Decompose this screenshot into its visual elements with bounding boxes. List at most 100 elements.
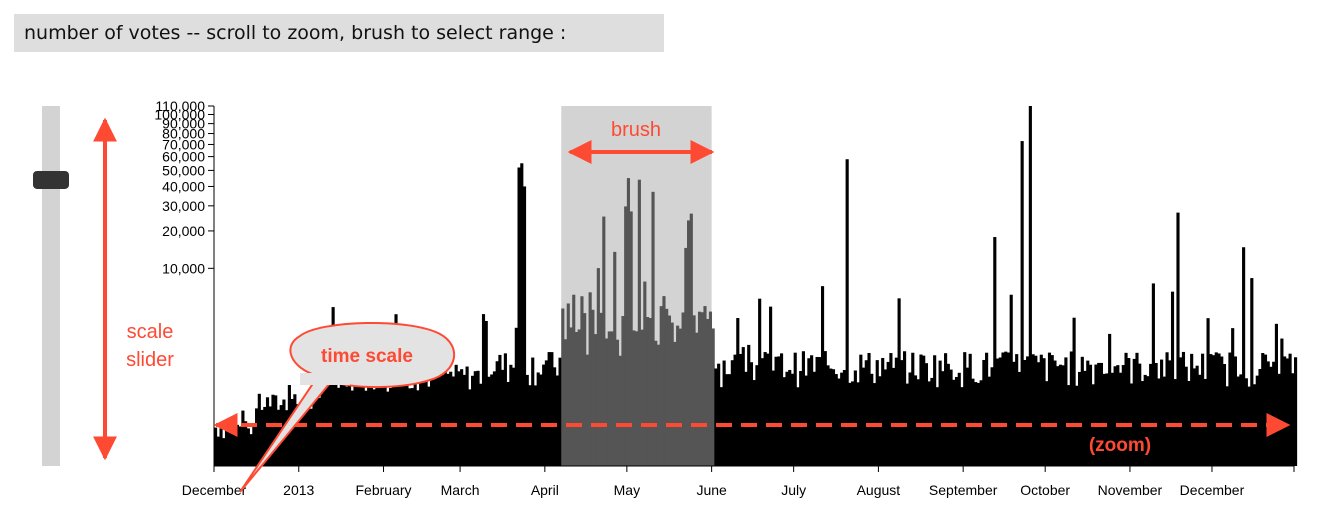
bar — [706, 318, 710, 466]
bar — [646, 317, 650, 466]
bar — [944, 353, 948, 466]
scale-slider-handle[interactable] — [33, 170, 69, 189]
bar — [837, 378, 841, 466]
bar — [615, 339, 620, 466]
bar — [476, 370, 480, 466]
bar — [1039, 354, 1043, 466]
bar — [563, 339, 568, 466]
bar — [451, 376, 456, 466]
bar — [1231, 328, 1235, 466]
bar — [246, 428, 250, 466]
y-tick-label: 20,000 — [162, 223, 205, 239]
bar — [290, 398, 294, 466]
bar — [823, 351, 827, 466]
bar — [635, 331, 639, 466]
bar — [889, 353, 893, 466]
bar — [1160, 359, 1164, 466]
bar — [364, 390, 368, 466]
scale-slider-track[interactable] — [42, 106, 60, 466]
bar — [777, 356, 781, 466]
bar — [667, 315, 672, 466]
bar — [725, 374, 729, 466]
bar — [481, 314, 486, 466]
bar — [656, 344, 661, 466]
scale-slider[interactable] — [33, 106, 69, 466]
bar — [588, 292, 592, 466]
bar — [572, 294, 576, 466]
bar — [1080, 356, 1084, 466]
bar — [1239, 374, 1243, 466]
bar — [531, 357, 535, 466]
bar — [1047, 352, 1052, 466]
bar — [774, 356, 778, 466]
bar — [419, 376, 423, 466]
bar — [1236, 376, 1240, 466]
bar — [941, 371, 945, 466]
bar — [935, 387, 939, 466]
brush-label: brush — [611, 119, 661, 141]
bar — [457, 371, 461, 466]
bar — [378, 378, 382, 466]
bar — [580, 296, 584, 466]
bar — [1195, 365, 1199, 466]
bar — [785, 371, 789, 466]
bar — [520, 163, 524, 467]
bar — [1132, 358, 1136, 466]
bar — [569, 327, 573, 466]
bar — [681, 312, 685, 466]
bar — [1012, 361, 1016, 466]
bar — [249, 434, 253, 466]
bar — [361, 347, 365, 466]
bar — [473, 371, 477, 466]
bar — [1078, 371, 1082, 466]
bar — [1184, 366, 1188, 466]
bar — [933, 355, 937, 466]
bar — [421, 373, 425, 466]
bar — [522, 186, 527, 466]
bar — [386, 391, 390, 466]
bar — [1203, 378, 1207, 466]
bar — [859, 354, 863, 466]
x-tick-label: August — [857, 482, 901, 498]
y-tick-label: 80,000 — [162, 126, 205, 142]
bar — [714, 368, 718, 466]
bar — [599, 312, 603, 466]
bar — [430, 371, 434, 466]
bar — [525, 374, 529, 466]
bar — [1263, 354, 1268, 466]
bar — [495, 361, 499, 466]
bar — [585, 354, 589, 466]
bar — [946, 363, 950, 466]
bar — [214, 427, 218, 466]
bar — [1127, 358, 1131, 466]
bar — [574, 331, 579, 466]
bar — [1124, 352, 1128, 466]
y-tick-label: 50,000 — [162, 162, 205, 178]
bar — [769, 306, 773, 466]
bar — [1244, 378, 1248, 466]
bar — [965, 367, 970, 466]
bar — [591, 309, 595, 466]
bar — [779, 353, 784, 466]
bar — [782, 377, 786, 466]
bar — [711, 328, 715, 466]
bar — [235, 424, 240, 466]
bar — [542, 364, 546, 466]
bar — [676, 325, 680, 466]
bar — [913, 375, 918, 466]
bar — [862, 367, 866, 466]
y-tick-label: 40,000 — [162, 178, 205, 194]
bar — [1108, 333, 1112, 466]
scale-slider-label-line1: scale — [127, 321, 174, 343]
bar — [383, 385, 387, 466]
bar — [916, 379, 920, 466]
bar — [1269, 366, 1273, 466]
bar — [788, 369, 792, 466]
x-tick-label: December — [182, 482, 247, 498]
bar — [684, 247, 688, 466]
bar — [1151, 283, 1155, 466]
bar — [922, 355, 926, 466]
bar — [1154, 362, 1158, 466]
bar — [1028, 106, 1032, 466]
